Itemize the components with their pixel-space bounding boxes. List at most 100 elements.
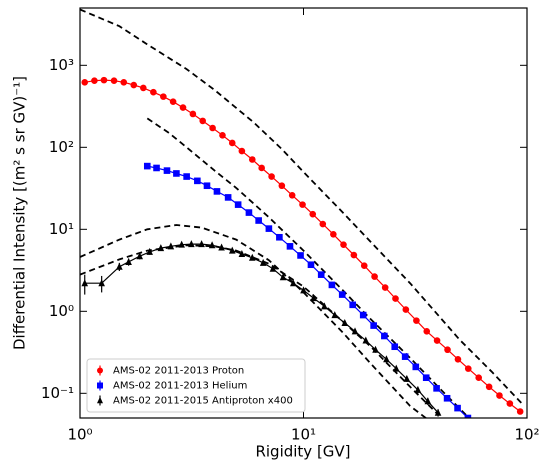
data-point [81,79,89,86]
y-tick-label: 10¹ [49,220,74,238]
data-point [362,336,370,344]
data-point [198,240,205,248]
data-point [383,355,390,363]
data-point [371,273,378,280]
plot-frame [79,7,528,419]
legend-marker [97,396,103,404]
data-point [360,262,368,269]
data-point [276,233,283,241]
data-point [98,279,105,287]
data-point [268,173,275,180]
data-point [381,332,388,340]
data-point [143,162,151,170]
data-point [475,374,483,382]
data-point [194,177,201,185]
data-point [309,210,317,218]
series-line [84,243,439,414]
data-point [234,201,242,208]
data-point [169,98,177,105]
data-point [203,182,211,190]
data-point [125,257,132,265]
data-point [317,271,325,278]
y-axis-label: Differential Intensity [(m² s sr GV)⁻¹] [11,76,29,350]
data-point [392,364,400,372]
data-point [516,408,524,415]
y-tick-label: 10⁰ [49,302,74,320]
data-point [209,124,216,132]
data-point [136,252,144,260]
y-tick-label: 10² [49,138,74,156]
y-tick-label: 10⁻¹ [41,384,74,402]
legend-label: AMS-02 2011-2015 Antiproton x400 [113,396,293,407]
data-point [100,76,108,84]
data-point [199,117,207,125]
data-point [454,355,462,363]
data-point [140,84,147,92]
data-point [330,230,337,238]
data-point [338,291,346,298]
data-point [183,173,190,180]
data-point [255,217,262,224]
legend-marker [97,367,103,374]
data-point [218,243,225,251]
data-point [401,353,409,360]
x-tick-label: 10¹ [291,426,316,444]
x-tick-label: 10⁰ [67,426,92,444]
data-point [350,251,358,259]
data-point [444,346,451,354]
data-point [392,295,399,302]
model-curve [146,117,470,418]
data-point [422,374,430,382]
data-point [288,191,296,199]
model-curve [80,8,523,405]
data-point [248,156,256,163]
data-point [423,328,431,335]
data-point [310,294,317,302]
data-point [433,385,440,392]
data-point [359,311,367,319]
legend-box [86,358,306,413]
data-point [279,273,287,281]
data-point [341,319,349,327]
data-point [153,164,160,172]
data-point [286,243,294,250]
data-point [331,311,339,319]
data-point [130,81,138,89]
data-point [146,247,153,255]
data-point [238,147,246,155]
data-point [370,322,377,329]
data-point [391,343,399,351]
data-point [403,374,411,382]
legend-label: AMS-02 2011-2013 Proton [113,366,244,377]
data-point [381,284,389,291]
data-point [248,253,256,261]
data-point [173,170,180,177]
data-point [160,93,167,100]
y-tick-label: 10³ [49,56,74,74]
data-point [402,306,410,313]
x-tick-label: 10² [514,426,539,444]
data-point [213,188,221,195]
data-point [443,394,451,402]
data-point [424,397,432,405]
data-point [297,252,304,259]
data-point [110,77,118,84]
model-curve [80,224,428,418]
data-point [485,383,493,391]
data-point [219,132,226,139]
plot-area [80,8,524,418]
data-point [321,302,328,310]
data-point [464,365,472,372]
data-point [258,164,265,172]
data-point [351,327,359,335]
data-point [188,240,195,248]
data-point [349,301,356,309]
data-point [265,225,273,232]
data-point [224,194,232,201]
data-point [328,281,336,289]
legend-label: AMS-02 2011-2013 Helium [113,381,247,392]
data-point [228,139,236,147]
data-point [413,317,420,324]
data-point [300,286,307,294]
data-point [259,258,267,266]
